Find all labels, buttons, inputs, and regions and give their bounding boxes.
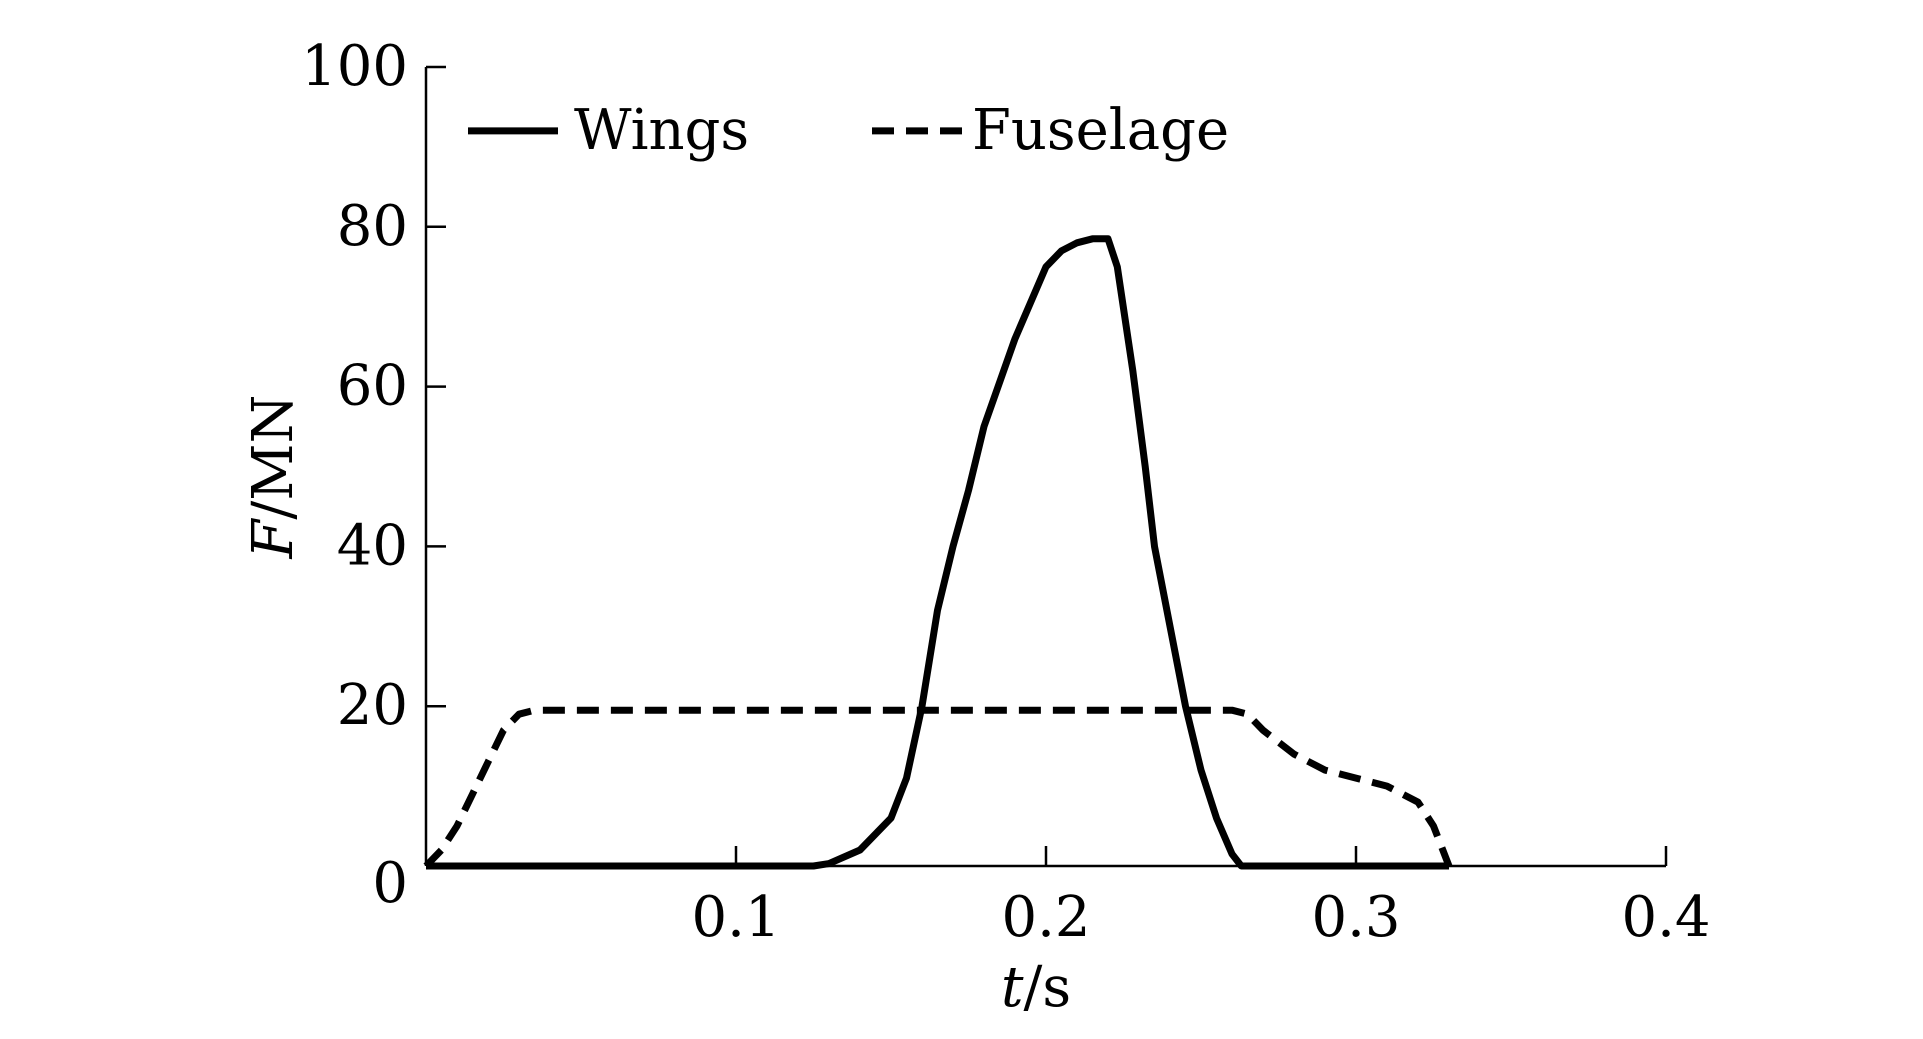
legend-label-fuselage: Fuselage [972, 98, 1229, 163]
y-tick-label: 100 [301, 34, 408, 99]
y-tick-label: 20 [337, 673, 408, 738]
y-tick-label: 80 [337, 194, 408, 259]
series-group [423, 235, 1453, 870]
y-ticks: 0 20 40 60 80 100 [301, 34, 446, 916]
x-tick-label: 0.2 [1001, 885, 1090, 950]
y-tick-label: 0 [372, 851, 408, 916]
y-axis-title: F/MN [241, 394, 306, 559]
legend: Wings Fuselage [468, 98, 1229, 163]
y-axis-title-symbol: F [241, 518, 306, 560]
y-axis-title-unit: /MN [241, 394, 306, 519]
x-ticks: 0.1 0.2 0.3 0.4 [691, 846, 1711, 950]
y-tick-label: 60 [337, 354, 408, 419]
x-tick-label: 0.3 [1311, 885, 1400, 950]
x-axis-title-unit: /s [1023, 955, 1071, 1020]
x-axis-title: t/s [1001, 955, 1071, 1020]
series-line-fuselage [423, 706, 1453, 869]
x-tick-label: 0.1 [691, 885, 780, 950]
x-axis-title-symbol: t [1001, 955, 1024, 1020]
axes [424, 67, 1666, 868]
series-line-wings [426, 235, 1449, 870]
y-tick-label: 40 [337, 513, 408, 578]
x-tick-label: 0.4 [1621, 885, 1710, 950]
legend-label-wings: Wings [574, 98, 749, 163]
